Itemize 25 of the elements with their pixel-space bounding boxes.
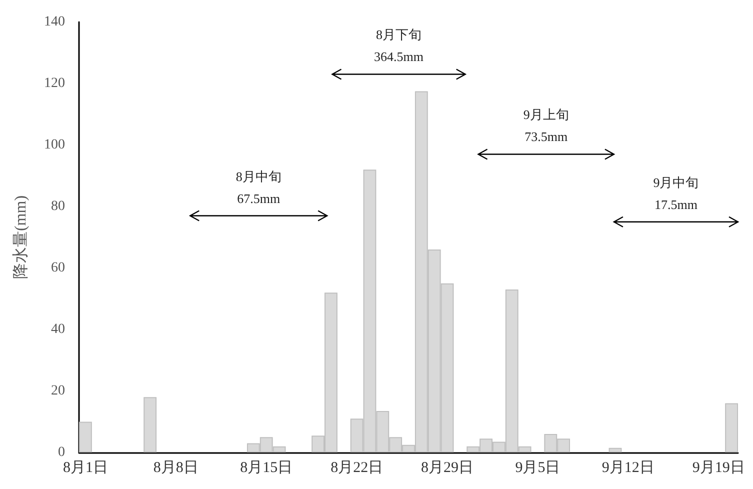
y-tick-label: 40 xyxy=(51,322,65,337)
x-tick-label: 9月5日 xyxy=(515,460,560,476)
x-tick-label: 8月15日 xyxy=(240,460,293,476)
x-tick-label: 8月22日 xyxy=(330,460,384,476)
bar xyxy=(79,422,92,452)
annotation: 9月上旬 73.5mm xyxy=(523,106,569,146)
bar xyxy=(608,448,622,452)
annotation: 8月中旬 67.5mm xyxy=(236,168,282,208)
x-tick-label: 8月1日 xyxy=(62,460,108,476)
y-tick-label: 100 xyxy=(44,138,65,152)
bar xyxy=(725,403,738,452)
y-tick-label: 20 xyxy=(51,384,65,398)
y-tick-label: 80 xyxy=(51,199,65,214)
annotation: 8月下旬 364.5mm xyxy=(374,26,424,66)
y-axis-title: 降水量(mm) xyxy=(12,195,30,280)
annotation: 9月中旬 17.5mm xyxy=(653,174,699,214)
y-tick-label: 0 xyxy=(58,445,65,460)
bar xyxy=(144,397,157,452)
x-tick-label: 9月12日 xyxy=(602,460,654,476)
y-tick-label: 120 xyxy=(44,76,65,91)
x-tick-label: 8月8日 xyxy=(153,460,198,476)
y-tick-label: 140 xyxy=(44,14,65,30)
x-tick-label: 8月29日 xyxy=(421,460,474,476)
x-tick-label: 9月19日 xyxy=(692,460,745,476)
y-tick-label: 60 xyxy=(51,260,65,276)
